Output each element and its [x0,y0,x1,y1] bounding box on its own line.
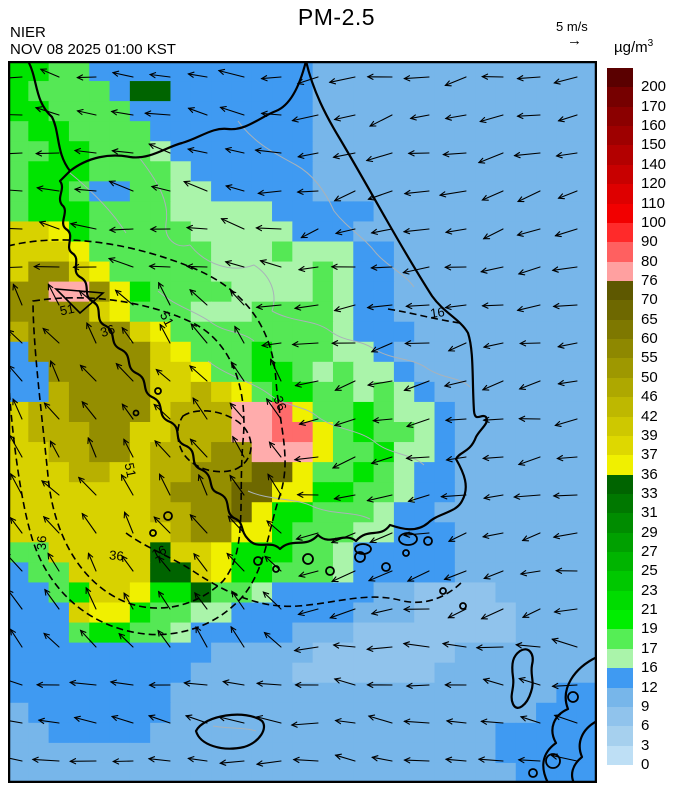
field-grid [8,61,598,784]
colorbar-tick-label: 110 [641,194,665,212]
colorbar-tick-label: 90 [641,233,658,251]
colorbar-segment [607,648,633,669]
colorbar-segment [607,474,633,495]
colorbar-tick-label: 120 [641,175,667,193]
svg-text:36: 36 [108,547,124,563]
svg-text:36: 36 [98,321,116,340]
colorbar-segment [607,668,633,689]
islands [132,387,579,778]
colorbar-segment [607,261,633,282]
colorbar-segment [607,397,633,417]
svg-text:51: 51 [157,309,177,329]
colorbar-tick-label: 21 [641,601,658,619]
colorbar-tick-label: 100 [641,213,667,231]
colorbar-segment [607,435,633,456]
colorbar-tick-label: 50 [641,368,658,386]
colorbar-tick-label: 170 [641,97,667,115]
colorbar-tick-label: 6 [641,717,650,735]
colorbar-segment [607,126,633,146]
colorbar-segment [607,164,633,185]
colorbar-tick-label: 37 [641,446,658,464]
colorbar-segment [607,513,633,534]
map-frame [7,60,598,784]
colorbar-tick-label: 60 [641,330,658,348]
colorbar-segment [607,280,633,301]
colorbar-segment [607,184,633,205]
colorbar-segment [607,745,633,766]
svg-text:36: 36 [271,394,290,413]
colorbar-tick-label: 150 [641,136,667,154]
colorbar-segment [607,590,633,611]
colorbar-segment [607,339,633,359]
agency-label: NIER [10,24,46,41]
colorbar-tick-label: 29 [641,523,658,541]
map-canvas: 51 51 51 36 36 36 36 16 16 [0,60,598,784]
colorbar-tick-label: 36 [641,465,658,483]
colorbar-segment [607,242,633,263]
colorbar-tick-label: 160 [641,117,667,135]
colorbar-tick-label: 0 [641,756,650,773]
colorbar-tick-label: 12 [641,678,658,696]
colorbar-segment [607,571,633,592]
colorbar-tick-label: 140 [641,155,667,173]
colorbar-segment [607,87,633,108]
colorbar-tick-label: 16 [641,659,658,677]
colorbar-tick-label: 19 [641,620,658,638]
colorbar-tick-label: 25 [641,562,658,580]
timestamp-label: NOV 08 2025 01:00 KST [10,41,176,58]
wind-vectors [0,68,578,767]
svg-text:51: 51 [122,461,140,478]
colorbar-segment [607,532,633,553]
wind-scale-arrow-icon: → [567,32,582,49]
colorbar-tick-label: 55 [641,349,658,367]
colorbar-segment [607,68,633,88]
colorbar-segment [607,377,633,398]
colorbar-tick-label: 33 [641,484,658,502]
colorbar-tick-label: 39 [641,426,658,444]
colorbar-tick-label: 31 [641,504,658,522]
colorbar-segment [607,222,633,243]
colorbar-tick-label: 80 [641,252,658,270]
colorbar-tick-label: 65 [641,310,658,328]
colorbar-tick-label: 9 [641,697,650,715]
colorbar-segment [607,455,633,476]
colorbar-segment [607,203,633,224]
colorbar-tick-label: 76 [641,271,658,289]
colorbar-tick-label: 23 [641,581,658,599]
contour-labels: 51 51 51 36 36 36 36 16 16 [34,301,446,564]
colorbar-tick-label: 17 [641,639,658,657]
colorbar-segment [607,726,633,747]
colorbar-segment [607,300,633,321]
page-title: PM-2.5 [297,4,376,30]
colorbar-tick-label: 200 [641,78,667,96]
svg-text:51: 51 [58,301,75,319]
colorbar-segment [607,706,633,727]
colorbar-segment [607,687,633,708]
colorbar-segment [607,493,633,514]
colorbar-segment [607,629,633,650]
contour-lines [7,239,464,636]
units-label: µg/m3 [614,38,654,56]
colorbar-tick-label: 27 [641,543,658,561]
svg-text:16: 16 [149,542,169,562]
colorbar-segment [607,319,633,340]
colorbar-segment [607,416,633,437]
colorbar [607,68,633,766]
colorbar-tick-label: 42 [641,407,658,425]
colorbar-segment [607,358,633,379]
colorbar-tick-label: 70 [641,291,658,309]
colorbar-segment [607,552,633,572]
colorbar-segment [607,610,633,630]
colorbar-tick-label: 3 [641,736,650,754]
colorbar-tick-label: 46 [641,388,658,406]
svg-text:16: 16 [429,304,445,321]
wind-scale-label: 5 m/s [556,19,588,34]
svg-text:36: 36 [34,535,49,550]
colorbar-segment [607,106,633,127]
colorbar-segment [607,145,633,166]
